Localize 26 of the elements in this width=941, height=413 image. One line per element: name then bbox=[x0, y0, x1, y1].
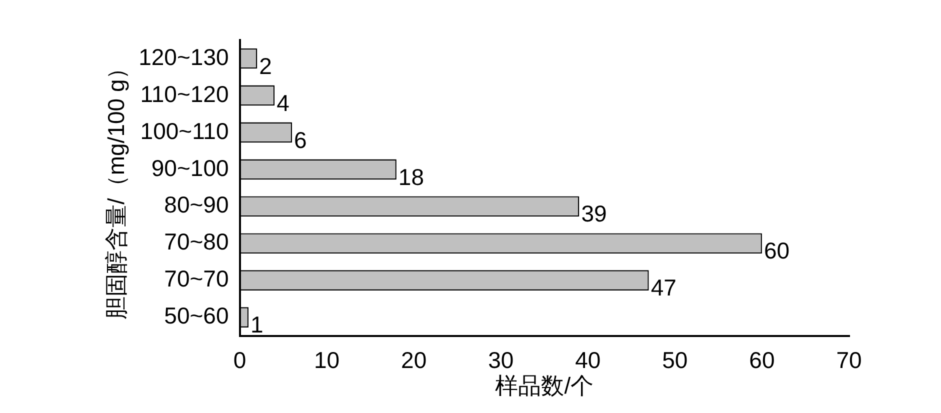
data-label: 47 bbox=[650, 274, 676, 301]
x-tick-label: 10 bbox=[314, 346, 340, 373]
x-tick-label: 70 bbox=[836, 346, 862, 373]
y-axis-title: 胆固醇含量/（mg/100 g） bbox=[103, 56, 130, 320]
y-tick-label: 100~110 bbox=[140, 118, 229, 144]
x-tick-label: 0 bbox=[233, 346, 246, 373]
data-label: 2 bbox=[259, 52, 272, 79]
data-label: 60 bbox=[764, 238, 790, 264]
x-tick-label: 30 bbox=[488, 346, 514, 373]
y-tick-label: 110~120 bbox=[140, 80, 229, 107]
y-tick-label: 50~60 bbox=[164, 302, 229, 329]
data-label: 6 bbox=[294, 126, 307, 153]
x-tick-label: 20 bbox=[401, 346, 427, 373]
data-label: 1 bbox=[250, 312, 264, 338]
x-tick-label: 40 bbox=[575, 346, 601, 373]
y-tick-label: 80~90 bbox=[164, 192, 229, 218]
y-tick-label: 120~130 bbox=[138, 44, 229, 70]
x-tick-label: 50 bbox=[662, 346, 688, 373]
y-tick-label: 70~80 bbox=[164, 228, 229, 255]
data-label: 18 bbox=[398, 164, 424, 190]
x-axis-title: 样品数/个 bbox=[495, 372, 594, 399]
data-label: 39 bbox=[581, 200, 607, 227]
y-tick-label: 90~100 bbox=[151, 154, 229, 181]
data-label: 4 bbox=[276, 90, 290, 116]
y-tick-label: 70~70 bbox=[164, 266, 229, 292]
x-tick-label: 60 bbox=[749, 346, 775, 373]
